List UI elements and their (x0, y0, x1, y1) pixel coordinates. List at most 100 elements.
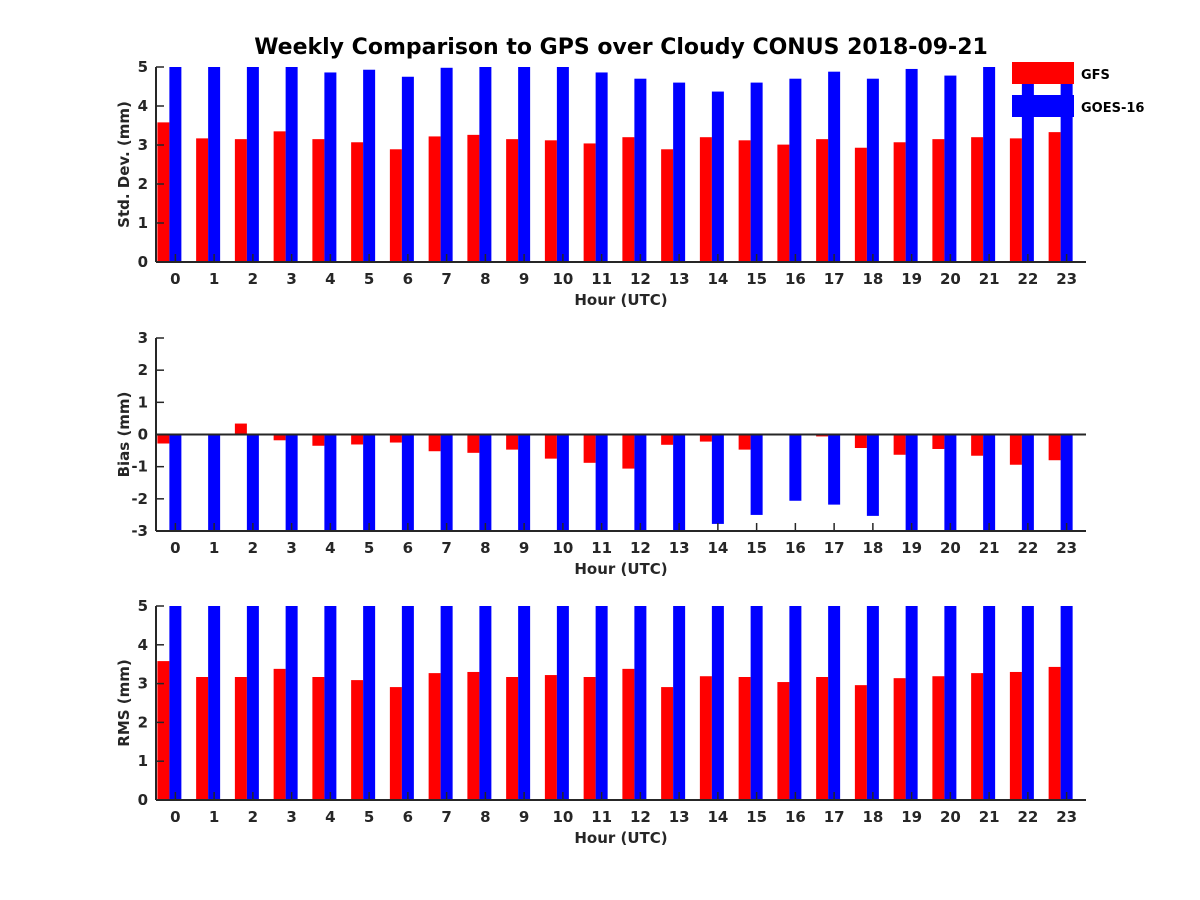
bias-bar-gfs-22 (1009, 434, 1022, 465)
bias-bar-gfs-6 (389, 434, 402, 443)
bias-bar-gfs-3 (273, 434, 286, 441)
rms-bar-gfs-10 (544, 675, 557, 800)
std-dev-bar-goes16-15 (750, 82, 763, 262)
rms-x-tick-label: 3 (286, 808, 296, 826)
std-dev-y-tick-label: 1 (138, 214, 148, 232)
bias-x-tick-label: 12 (630, 539, 651, 557)
rms-x-tick-label: 4 (325, 808, 335, 826)
std-dev-bar-goes16-19 (905, 68, 918, 262)
rms-x-tick-label: 5 (364, 808, 374, 826)
std-dev-x-tick-label: 13 (669, 270, 690, 288)
std-dev-x-tick-label: 7 (441, 270, 451, 288)
rms-y-tick-label: 4 (138, 636, 148, 654)
std-dev-bar-gfs-0 (157, 122, 170, 262)
rms-bar-goes16-1 (208, 606, 221, 800)
rms-x-tick-label: 9 (519, 808, 529, 826)
bias-x-tick-label: 2 (248, 539, 258, 557)
bias-bar-goes16-4 (324, 434, 337, 531)
std-dev-bar-gfs-2 (234, 139, 247, 262)
std-dev-y-tick-label: 0 (138, 253, 148, 271)
std-dev-bar-goes16-20 (944, 75, 957, 262)
rms-x-tick-label: 22 (1017, 808, 1038, 826)
bias-x-tick-label: 10 (552, 539, 573, 557)
bias-x-tick-label: 14 (707, 539, 728, 557)
rms-bar-gfs-5 (351, 680, 364, 800)
rms-bar-goes16-8 (479, 606, 492, 800)
std-dev-x-axis-label: Hour (UTC) (574, 291, 667, 309)
rms-bar-goes16-10 (556, 606, 569, 800)
std-dev-bar-goes16-16 (789, 78, 802, 262)
std-dev-bar-goes16-5 (363, 69, 376, 262)
std-dev-bar-gfs-4 (312, 139, 325, 262)
bias-bar-goes16-8 (479, 434, 492, 531)
rms-bar-goes16-22 (1021, 606, 1034, 800)
rms-x-tick-label: 8 (480, 808, 490, 826)
std-dev-bar-goes16-4 (324, 72, 337, 263)
rms-bar-gfs-19 (893, 678, 906, 800)
bias-bar-goes16-19 (905, 434, 918, 531)
std-dev-x-tick-label: 3 (286, 270, 296, 288)
bias-y-tick-label: 1 (138, 393, 148, 411)
bias-bar-goes16-6 (401, 434, 414, 531)
rms-bar-gfs-20 (932, 676, 945, 800)
std-dev-bar-gfs-5 (351, 142, 364, 262)
rms-bar-gfs-1 (196, 677, 209, 800)
bias-x-tick-label: 13 (669, 539, 690, 557)
std-dev-x-tick-label: 11 (591, 270, 612, 288)
bias-x-tick-label: 19 (901, 539, 922, 557)
rms-x-tick-label: 17 (824, 808, 845, 826)
std-dev-bar-gfs-14 (699, 137, 712, 262)
bias-x-tick-label: 11 (591, 539, 612, 557)
bias-x-tick-label: 16 (785, 539, 806, 557)
rms-bar-gfs-21 (971, 673, 984, 800)
bias-bar-gfs-13 (661, 434, 674, 445)
legend-label-gfs: GFS (1081, 68, 1110, 83)
rms-bar-gfs-11 (583, 677, 596, 800)
rms-y-tick-label: 0 (138, 791, 148, 809)
std-dev-x-tick-label: 19 (901, 270, 922, 288)
std-dev-bar-goes16-18 (866, 78, 879, 262)
rms-bar-gfs-16 (777, 682, 790, 800)
std-dev-y-tick-label: 2 (138, 175, 148, 193)
std-dev-x-tick-label: 20 (940, 270, 961, 288)
std-dev-x-tick-label: 0 (170, 270, 180, 288)
std-dev-y-tick-label: 3 (138, 136, 148, 154)
rms-bar-goes16-14 (711, 606, 724, 800)
std-dev-bar-gfs-7 (428, 136, 441, 262)
rms-bar-gfs-6 (389, 687, 402, 800)
std-dev-bar-goes16-21 (983, 67, 996, 262)
rms-bar-goes16-19 (905, 606, 918, 800)
bias-bar-gfs-12 (622, 434, 635, 469)
std-dev-bar-gfs-17 (816, 139, 829, 262)
bias-x-tick-label: 0 (170, 539, 180, 557)
rms-bar-gfs-0 (157, 661, 170, 800)
rms-bar-gfs-15 (738, 677, 751, 800)
rms-x-tick-label: 18 (862, 808, 883, 826)
rms-x-tick-label: 20 (940, 808, 961, 826)
bias-bar-gfs-2 (234, 423, 247, 435)
rms-bar-gfs-14 (699, 676, 712, 800)
rms-bar-goes16-17 (828, 606, 841, 800)
bias-bar-gfs-7 (428, 434, 441, 452)
bias-bar-goes16-2 (246, 434, 259, 531)
rms-bar-gfs-18 (854, 685, 867, 800)
bias-bar-gfs-10 (544, 434, 557, 459)
std-dev-bar-goes16-11 (595, 72, 608, 263)
bias-y-axis-label: Bias (mm) (115, 392, 133, 478)
std-dev-bar-gfs-15 (738, 140, 751, 262)
bias-x-tick-label: 17 (824, 539, 845, 557)
bias-y-tick-label: -3 (131, 522, 148, 540)
rms-x-tick-label: 19 (901, 808, 922, 826)
std-dev-bar-gfs-20 (932, 139, 945, 262)
std-dev-bar-gfs-12 (622, 137, 635, 262)
bias-x-tick-label: 7 (441, 539, 451, 557)
std-dev-bar-goes16-22 (1021, 79, 1034, 262)
rms-bar-goes16-0 (169, 606, 182, 800)
rms-x-tick-label: 11 (591, 808, 612, 826)
rms-y-tick-label: 3 (138, 675, 148, 693)
std-dev-x-tick-label: 4 (325, 270, 335, 288)
std-dev-bar-goes16-6 (401, 76, 414, 262)
bias-bar-gfs-18 (854, 434, 867, 449)
